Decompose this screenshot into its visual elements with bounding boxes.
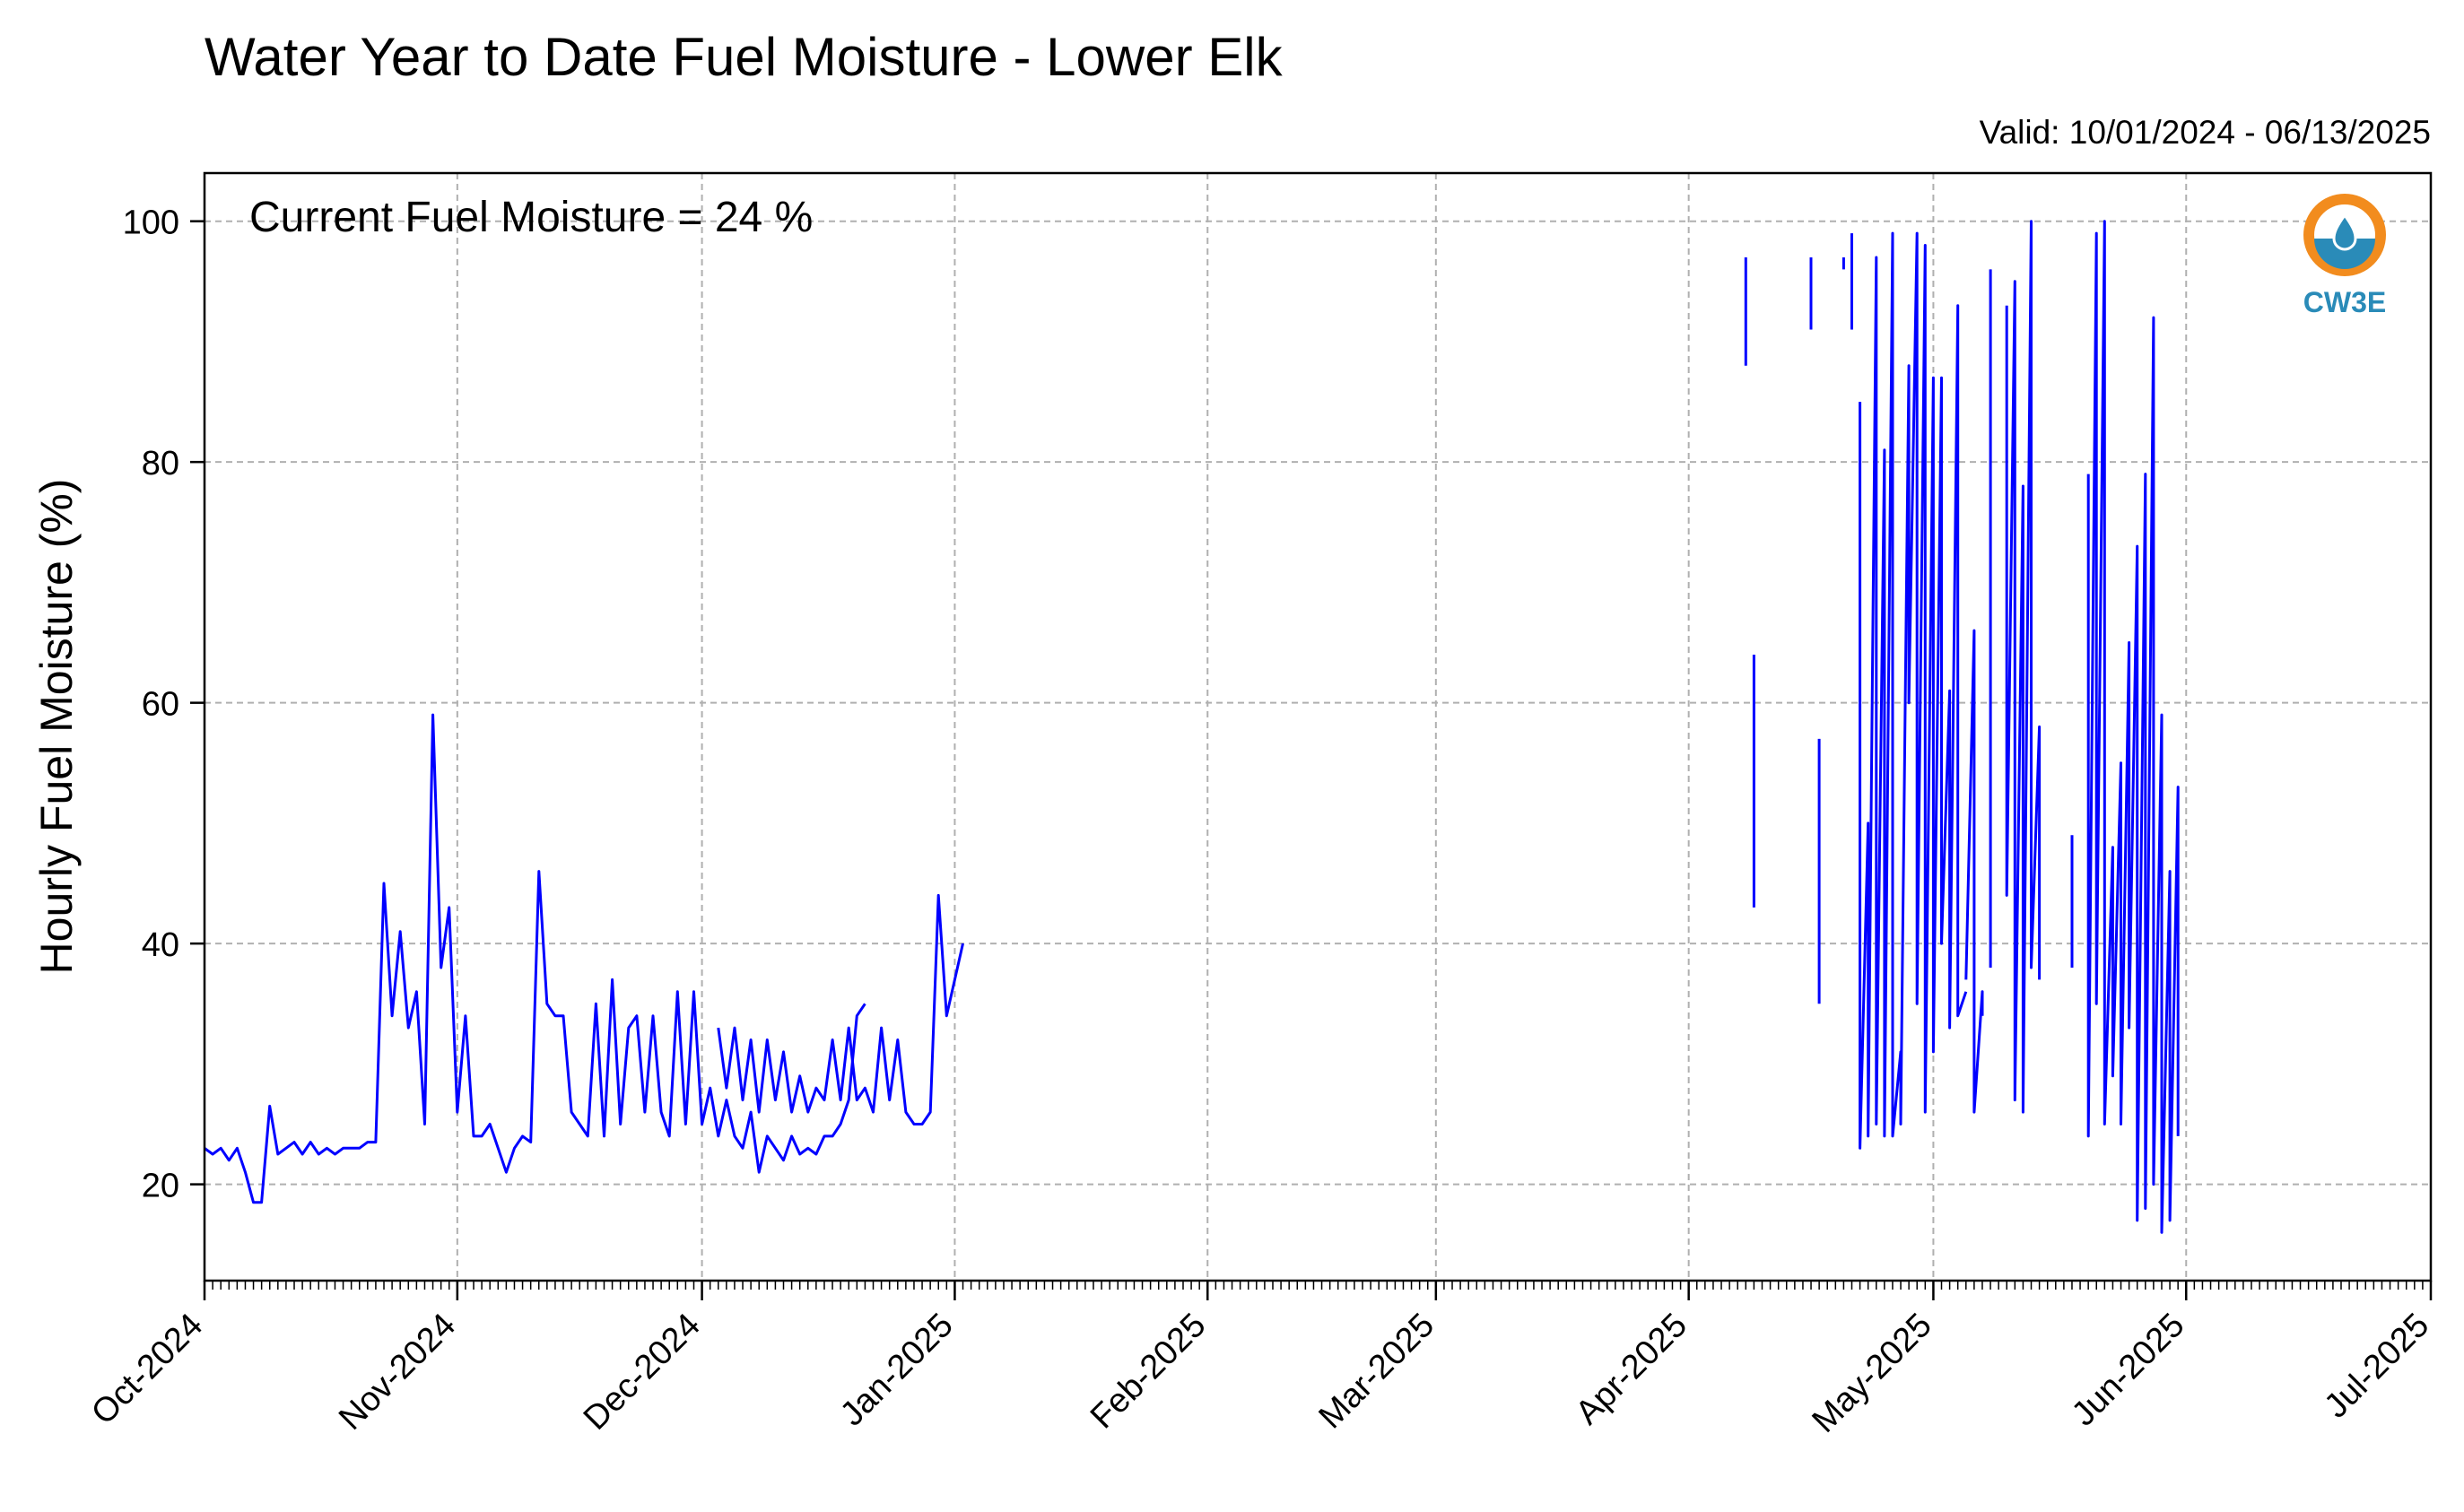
y-tick-label: 20 [142,1168,179,1205]
current-fuel-moisture-annotation: Current Fuel Moisture = 24 % [249,194,813,241]
valid-date-range: Valid: 10/01/2024 - 06/13/2025 [1980,114,2431,151]
logo-text: CW3E [2303,286,2386,318]
y-tick-label: 80 [142,445,179,482]
y-tick-label: 40 [142,926,179,964]
chart-title: Water Year to Date Fuel Moisture - Lower… [205,27,1284,87]
y-tick-label: 100 [123,204,179,242]
cw3e-logo: CW3E [2303,194,2386,318]
y-axis-label: Hourly Fuel Moisture (%) [31,479,82,975]
y-tick-label: 60 [142,686,179,724]
